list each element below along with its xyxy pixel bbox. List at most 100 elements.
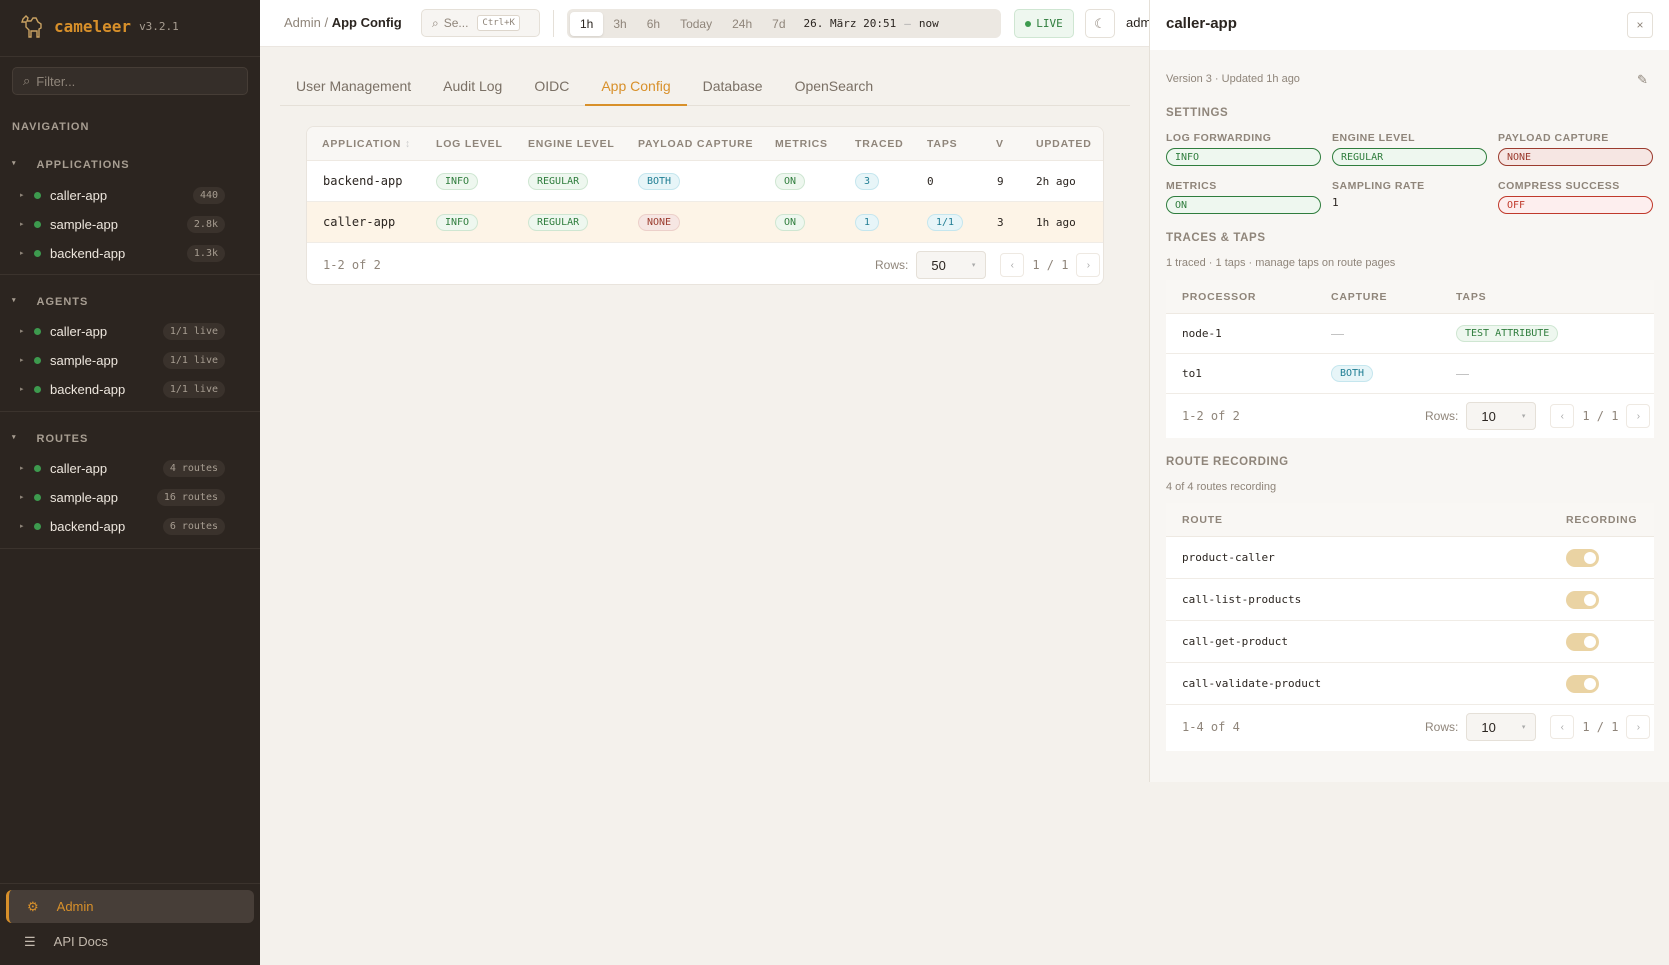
prev-page-button[interactable]: ‹ bbox=[1550, 715, 1575, 739]
chevron-down-icon: ▾ bbox=[971, 262, 976, 269]
log-level-badge: INFO bbox=[436, 172, 479, 190]
tab-user-management[interactable]: User Management bbox=[296, 78, 412, 94]
metrics-badge: ON bbox=[775, 172, 806, 190]
col-taps[interactable]: TAPS bbox=[927, 137, 958, 150]
prev-page-button[interactable]: ‹ bbox=[1550, 404, 1575, 428]
traces-title: TRACES & TAPS bbox=[1166, 232, 1266, 244]
menu-icon: ☰ bbox=[24, 933, 36, 949]
table-row-selected[interactable]: caller-app INFO REGULAR NONE ON 1 1/1 3 … bbox=[307, 202, 1103, 243]
compress-success-value[interactable]: OFF bbox=[1498, 196, 1653, 214]
payload-badge: NONE bbox=[638, 213, 681, 231]
sidebar-app-caller-app[interactable]: ▸ caller-app 440 bbox=[20, 184, 225, 206]
col-updated[interactable]: UPDATED bbox=[1036, 137, 1092, 150]
tab-app-config[interactable]: App Config bbox=[585, 72, 687, 106]
sidebar-app-backend-app[interactable]: ▸ backend-app 1.3k bbox=[20, 242, 225, 264]
rows-per-page-select[interactable]: 50 ▾ bbox=[916, 251, 987, 279]
range-today[interactable]: Today bbox=[680, 16, 713, 31]
live-dot-icon bbox=[1025, 20, 1032, 27]
status-dot bbox=[34, 249, 41, 257]
next-page-button[interactable]: › bbox=[1626, 715, 1651, 739]
close-icon: × bbox=[1636, 18, 1644, 32]
traced-badge: 3 bbox=[855, 172, 880, 190]
breadcrumb-admin[interactable]: Admin bbox=[284, 15, 321, 30]
table-row[interactable]: to1 BOTH — bbox=[1166, 354, 1654, 394]
rows-per-page-select[interactable]: 10 ▾ bbox=[1466, 713, 1537, 741]
tab-oidc[interactable]: OIDC bbox=[534, 78, 570, 94]
col-application[interactable]: APPLICATION ↕ bbox=[322, 137, 411, 150]
recording-title: ROUTE RECORDING bbox=[1166, 456, 1289, 468]
table-row: call-get-product bbox=[1166, 621, 1654, 663]
payload-badge: BOTH bbox=[638, 172, 681, 190]
sidebar-agent-backend-app[interactable]: ▸ backend-app 1/1 live bbox=[20, 378, 225, 400]
chevron-down-icon: ▾ bbox=[1521, 724, 1526, 731]
sidebar-app-sample-app[interactable]: ▸ sample-app 2.8k bbox=[20, 213, 225, 235]
prev-page-button[interactable]: ‹ bbox=[1000, 253, 1025, 277]
search-icon: ⌕ bbox=[432, 15, 439, 30]
engine-level-value[interactable]: REGULAR bbox=[1332, 148, 1487, 166]
recording-toggle[interactable] bbox=[1566, 590, 1599, 609]
tab-audit-log[interactable]: Audit Log bbox=[443, 78, 503, 94]
next-page-button[interactable]: › bbox=[1076, 253, 1101, 277]
close-button[interactable]: × bbox=[1627, 12, 1653, 38]
sidebar-route-sample-app[interactable]: ▸ sample-app 16 routes bbox=[20, 486, 225, 508]
agents-group-toggle[interactable]: ▾ AGENTS bbox=[12, 296, 89, 308]
sort-icon: ↕ bbox=[404, 137, 411, 150]
sidebar-item-api-docs[interactable]: ☰ API Docs bbox=[24, 933, 108, 950]
col-traced[interactable]: TRACED bbox=[855, 137, 904, 150]
chevron-right-icon: ▸ bbox=[20, 357, 24, 364]
next-page-button[interactable]: › bbox=[1626, 404, 1651, 428]
user-menu[interactable]: adm bbox=[1126, 15, 1152, 30]
live-toggle[interactable]: LIVE bbox=[1014, 9, 1074, 38]
col-metrics[interactable]: METRICS bbox=[775, 137, 828, 150]
engine-level-badge: REGULAR bbox=[528, 213, 589, 231]
sidebar-route-caller-app[interactable]: ▸ caller-app 4 routes bbox=[20, 457, 225, 479]
sidebar-item-admin[interactable]: ⚙ Admin bbox=[6, 890, 254, 923]
rows-per-page-select[interactable]: 10 ▾ bbox=[1466, 402, 1537, 430]
page-indicator: 1 / 1 bbox=[1032, 258, 1069, 272]
date-to[interactable]: now bbox=[918, 17, 939, 30]
chevron-right-icon: ▸ bbox=[20, 221, 24, 228]
sidebar-agent-caller-app[interactable]: ▸ caller-app 1/1 live bbox=[20, 320, 225, 342]
sidebar: cameleer v3.2.1 ⌕ Filter... NAVIGATION ▾ A… bbox=[0, 0, 260, 965]
range-1h[interactable]: 1h bbox=[570, 11, 604, 36]
shortcut-hint: Ctrl+K bbox=[477, 15, 520, 31]
recording-toggle[interactable] bbox=[1566, 548, 1599, 567]
table-pagination: 1-2 of 2 Rows: 50 ▾ ‹ 1 / 1 › bbox=[307, 243, 1103, 284]
chevron-right-icon: ▸ bbox=[20, 328, 24, 335]
col-payload-capture[interactable]: PAYLOAD CAPTURE bbox=[638, 137, 754, 150]
col-engine-level[interactable]: ENGINE LEVEL bbox=[528, 137, 615, 150]
date-from[interactable]: 26. März 20:51 bbox=[803, 17, 897, 30]
sidebar-agent-sample-app[interactable]: ▸ sample-app 1/1 live bbox=[20, 349, 225, 371]
capture-badge: BOTH bbox=[1331, 365, 1374, 382]
routes-group-toggle[interactable]: ▾ ROUTES bbox=[12, 433, 89, 445]
logo[interactable]: cameleer v3.2.1 bbox=[20, 14, 179, 38]
recording-toggle[interactable] bbox=[1566, 674, 1599, 693]
payload-capture-value[interactable]: NONE bbox=[1498, 148, 1653, 166]
search-button[interactable]: ⌕ Se... Ctrl+K bbox=[421, 9, 540, 37]
tab-opensearch[interactable]: OpenSearch bbox=[794, 78, 874, 94]
col-log-level[interactable]: LOG LEVEL bbox=[436, 137, 503, 150]
chevron-right-icon: ▸ bbox=[20, 250, 24, 257]
range-24h[interactable]: 24h bbox=[732, 16, 753, 31]
row-summary: 1-2 of 2 bbox=[323, 258, 381, 272]
chevron-right-icon: ▸ bbox=[20, 494, 24, 501]
range-3h[interactable]: 3h bbox=[613, 16, 627, 31]
table-row[interactable]: node-1 — TEST ATTRIBUTE bbox=[1166, 314, 1654, 354]
recording-toggle[interactable] bbox=[1566, 632, 1599, 651]
sidebar-route-backend-app[interactable]: ▸ backend-app 6 routes bbox=[20, 515, 225, 537]
applications-group-toggle[interactable]: ▾ APPLICATIONS bbox=[12, 159, 130, 171]
tab-database[interactable]: Database bbox=[702, 78, 763, 94]
col-version[interactable]: V bbox=[996, 137, 1004, 150]
chevron-down-icon: ▾ bbox=[12, 160, 17, 167]
edit-pencil-icon[interactable]: ✎ bbox=[1637, 72, 1648, 87]
metrics-value[interactable]: ON bbox=[1166, 196, 1321, 214]
filter-input[interactable]: ⌕ Filter... bbox=[12, 67, 248, 95]
chevron-right-icon: ▸ bbox=[20, 465, 24, 472]
range-6h[interactable]: 6h bbox=[646, 16, 661, 31]
table-header: APPLICATION ↕ LOG LEVEL ENGINE LEVEL PAY… bbox=[307, 127, 1103, 161]
log-forwarding-value[interactable]: INFO bbox=[1166, 148, 1321, 166]
range-7d[interactable]: 7d bbox=[772, 16, 786, 31]
theme-toggle[interactable]: ☾ bbox=[1085, 9, 1115, 38]
traces-table: PROCESSOR CAPTURE TAPS node-1 — TEST ATTRI… bbox=[1166, 280, 1654, 438]
table-row[interactable]: backend-app INFO REGULAR BOTH ON 3 0 9 2… bbox=[307, 161, 1103, 202]
